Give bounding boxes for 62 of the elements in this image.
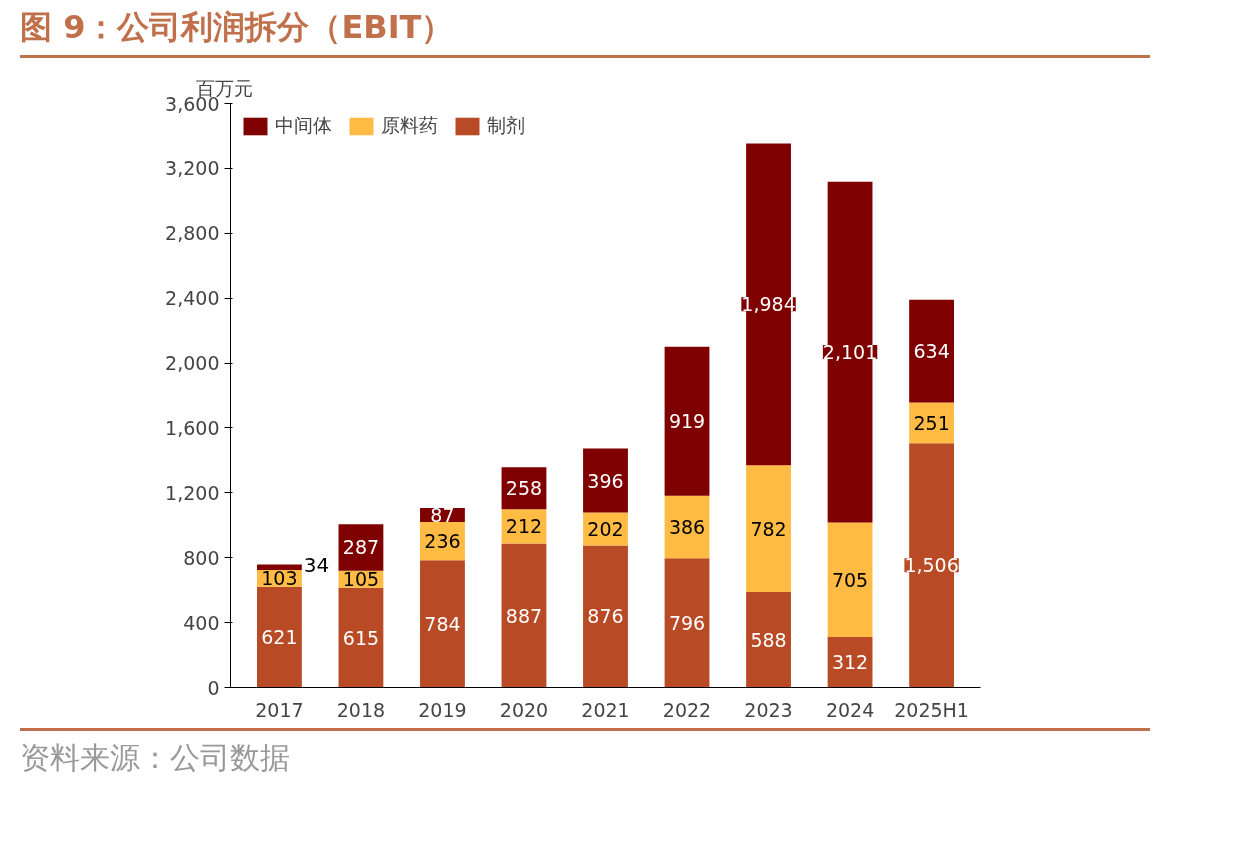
- y-tick-label: 2,400: [165, 286, 220, 309]
- data-label: 312: [831, 650, 869, 673]
- x-tick-label: 2020: [499, 698, 549, 721]
- bar: [827, 522, 873, 637]
- bar: [501, 543, 547, 688]
- data-label: 634: [913, 339, 950, 362]
- x-tick-label: 2023: [744, 698, 793, 721]
- data-label: 705: [831, 568, 869, 591]
- legend-label: 中间体: [275, 112, 332, 138]
- x-tick-label: 2024: [825, 698, 875, 721]
- chart-title: 图 9：公司利润拆分（EBIT）: [20, 7, 454, 48]
- y-tick-label: 1,200: [165, 481, 220, 504]
- data-label: 784: [424, 612, 461, 635]
- data-label: 202: [587, 517, 624, 540]
- data-label: 782: [750, 517, 787, 540]
- data-label: 876: [587, 605, 624, 628]
- legend-label: 制剂: [487, 112, 525, 138]
- data-label: 251: [913, 411, 950, 434]
- data-label: 621: [261, 625, 298, 648]
- data-label: 588: [750, 628, 787, 651]
- x-tick-label: 2025H1: [894, 698, 969, 721]
- bar: [256, 564, 302, 570]
- y-tick-label: 3,200: [165, 157, 220, 180]
- data-label: 796: [668, 611, 706, 634]
- y-tick-label: 400: [183, 611, 220, 634]
- data-label: 105: [342, 567, 380, 590]
- data-label: 212: [505, 515, 543, 538]
- bar: [256, 586, 302, 688]
- data-label: 2,101: [822, 340, 878, 363]
- x-tick-label: 2018: [336, 698, 386, 721]
- data-label: 919: [668, 409, 706, 432]
- bar: [583, 545, 628, 688]
- y-tick-label: 2,000: [165, 351, 220, 374]
- x-tick-label: 2021: [581, 698, 630, 721]
- data-label: 396: [587, 469, 624, 492]
- bar: [746, 591, 791, 688]
- data-label: 1,984: [741, 293, 796, 316]
- data-label: 258: [505, 476, 543, 499]
- y-tick-label: 1,600: [165, 416, 220, 439]
- data-label: 615: [342, 626, 380, 649]
- data-label: 887: [505, 604, 543, 627]
- x-tick-label: 2017: [255, 698, 304, 721]
- y-tick-label: 800: [183, 546, 220, 569]
- legend-label: 原料药: [381, 112, 438, 138]
- data-label: 287: [342, 536, 380, 559]
- data-label: 1,506: [904, 554, 959, 577]
- bar: [664, 558, 710, 688]
- data-label: 103: [261, 567, 298, 590]
- y-tick-label: 0: [207, 676, 220, 699]
- x-tick-label: 2019: [418, 698, 467, 721]
- text: 资料来源：公司数据: [20, 738, 290, 777]
- bar: [909, 299, 955, 403]
- bar: [664, 346, 710, 496]
- bar: [420, 560, 465, 688]
- data-label: 386: [668, 515, 706, 538]
- data-label: 236: [424, 529, 461, 552]
- x-tick-label: 2022: [662, 698, 712, 721]
- bar: [746, 464, 791, 592]
- bar: [338, 587, 384, 688]
- data-label: 34: [303, 552, 330, 577]
- y-tick-label: 2,800: [165, 221, 220, 244]
- data-label: 87: [430, 503, 455, 526]
